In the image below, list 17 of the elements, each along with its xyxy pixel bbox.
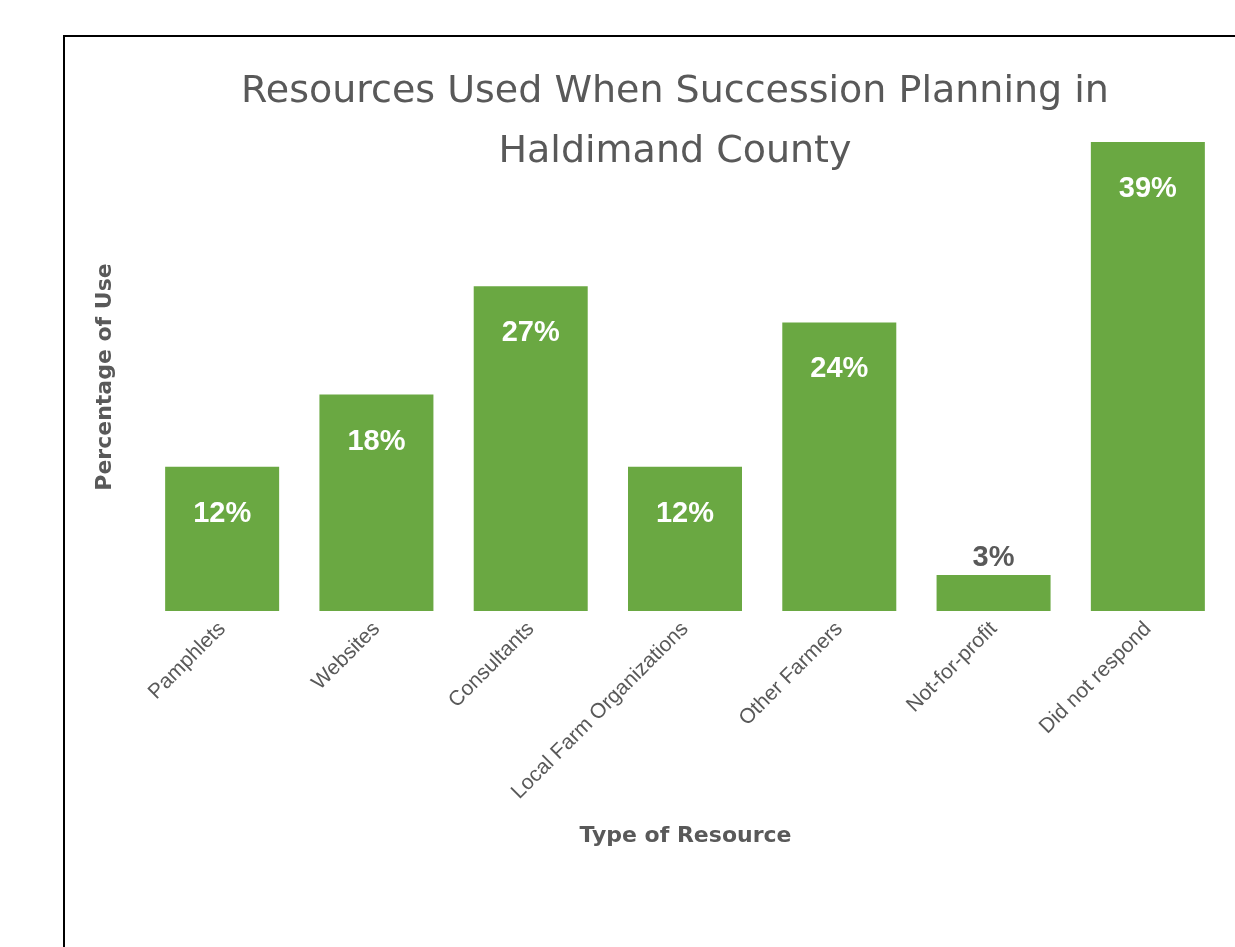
data-label: 18% bbox=[347, 423, 406, 456]
x-axis-title: Type of Resource bbox=[579, 821, 792, 847]
bar bbox=[473, 286, 588, 611]
bar bbox=[165, 466, 280, 611]
bar bbox=[782, 322, 897, 611]
bar bbox=[1090, 142, 1205, 611]
data-label: 24% bbox=[810, 351, 869, 384]
data-label: 3% bbox=[972, 539, 1015, 572]
data-label: 12% bbox=[655, 495, 715, 528]
bar bbox=[936, 574, 1051, 611]
y-axis-title: Percentage of Use bbox=[90, 263, 116, 491]
bar bbox=[319, 394, 434, 611]
data-label: 27% bbox=[501, 315, 560, 348]
data-label: 12% bbox=[193, 495, 252, 528]
bar bbox=[628, 466, 742, 611]
data-label: 39% bbox=[1118, 171, 1178, 203]
chart-title: Resources Used When Succession Planning in Haldimand County bbox=[241, 67, 1109, 171]
